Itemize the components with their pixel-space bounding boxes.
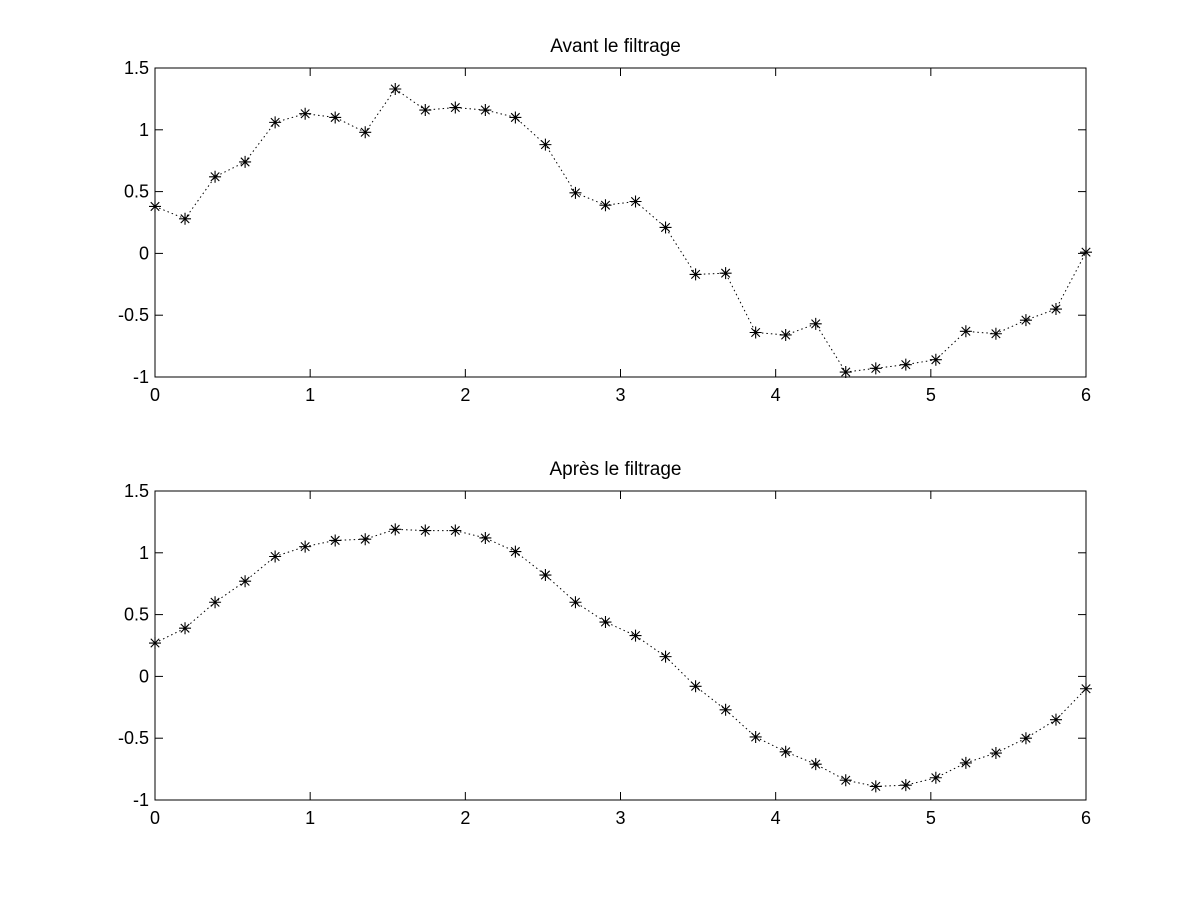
data-point-marker <box>239 575 252 588</box>
x-tick-label: 5 <box>926 808 936 828</box>
data-point-marker <box>1080 246 1092 259</box>
data-point-marker <box>809 317 822 330</box>
data-point-marker <box>269 550 282 563</box>
series-line <box>154 528 1087 787</box>
data-point-marker <box>719 703 732 716</box>
data-point-marker <box>479 104 492 117</box>
y-tick-label: 1.5 <box>124 58 149 78</box>
data-point-marker <box>209 596 222 609</box>
data-point-marker <box>869 780 882 793</box>
data-point-marker <box>179 622 192 635</box>
data-point-marker <box>929 353 942 366</box>
x-tick-label: 6 <box>1081 808 1091 828</box>
x-tick-label: 0 <box>150 385 160 405</box>
data-point-marker <box>179 212 192 225</box>
x-tick-label: 3 <box>615 808 625 828</box>
y-tick-label: 1 <box>139 543 149 563</box>
data-point-marker <box>539 138 552 151</box>
x-tick-label: 1 <box>305 808 315 828</box>
subplot-title: Après le filtrage <box>549 459 681 480</box>
axes-frame <box>154 67 1087 378</box>
data-point-marker <box>299 107 312 120</box>
data-point-marker <box>299 540 312 553</box>
y-tick-label: 0 <box>139 666 149 686</box>
subplot-before-filtering: Avant le filtrage 0 1 2 3 4 5 6 -1 -0.5 0 0.5 1 1.5 <box>118 36 1092 405</box>
data-point-marker <box>389 523 402 536</box>
data-point-marker <box>239 155 252 168</box>
data-point-marker <box>1019 314 1032 327</box>
y-tick-label: 1 <box>139 120 149 140</box>
data-point-marker <box>629 195 642 208</box>
data-point-marker <box>329 534 342 547</box>
data-point-marker <box>749 730 762 743</box>
y-tick-label: 1.5 <box>124 481 149 501</box>
data-point-marker <box>779 745 792 758</box>
x-tick-label: 2 <box>460 808 470 828</box>
data-point-marker <box>1019 732 1032 745</box>
data-point-marker <box>1049 713 1062 726</box>
data-point-marker <box>359 126 372 139</box>
data-point-marker <box>509 545 522 558</box>
data-point-marker <box>749 326 762 339</box>
data-point-marker <box>899 779 912 792</box>
data-point-marker <box>719 267 732 280</box>
data-point-marker <box>779 328 792 341</box>
data-point-marker <box>149 200 161 213</box>
data-point-marker <box>539 569 552 582</box>
data-point-marker <box>959 756 972 769</box>
data-point-marker <box>389 83 402 96</box>
data-point-marker <box>359 533 372 546</box>
data-point-marker <box>419 524 432 537</box>
data-point-marker <box>629 629 642 642</box>
data-point-marker <box>449 524 462 537</box>
data-point-marker <box>959 325 972 338</box>
x-tick-label: 4 <box>771 808 781 828</box>
data-point-marker <box>419 104 432 117</box>
data-point-marker <box>899 358 912 371</box>
series-line <box>154 88 1087 373</box>
x-tick-label: 1 <box>305 385 315 405</box>
y-tick-label: 0 <box>139 243 149 263</box>
data-point-marker <box>659 221 672 234</box>
data-point-marker <box>329 111 342 124</box>
data-point-marker <box>659 650 672 663</box>
x-tick-label: 2 <box>460 385 470 405</box>
data-point-marker <box>149 637 161 650</box>
data-point-marker <box>989 747 1002 760</box>
y-tick-label: -1 <box>133 790 149 810</box>
data-point-marker <box>839 774 852 787</box>
data-point-marker <box>449 101 462 114</box>
data-point-marker <box>929 771 942 784</box>
data-point-marker <box>209 170 222 183</box>
data-point-marker <box>809 758 822 771</box>
data-point-marker <box>839 366 852 379</box>
y-tick-label: 0.5 <box>124 605 149 625</box>
data-point-marker <box>1049 303 1062 316</box>
x-tick-label: 4 <box>771 385 781 405</box>
y-tick-label: -0.5 <box>118 305 149 325</box>
x-tick-label: 0 <box>150 808 160 828</box>
subplot-title: Avant le filtrage <box>550 36 681 57</box>
axes-frame <box>154 490 1087 801</box>
x-tick-label: 6 <box>1081 385 1091 405</box>
data-point-marker <box>689 680 702 693</box>
data-point-marker <box>479 531 492 544</box>
data-point-marker <box>989 327 1002 340</box>
data-point-marker <box>869 362 882 375</box>
data-point-marker <box>509 111 522 124</box>
data-point-marker <box>569 186 582 199</box>
y-tick-label: -0.5 <box>118 728 149 748</box>
y-tick-label: 0.5 <box>124 182 149 202</box>
data-point-marker <box>689 268 702 281</box>
y-tick-label: -1 <box>133 367 149 387</box>
data-point-marker <box>1080 682 1092 695</box>
x-tick-label: 3 <box>615 385 625 405</box>
data-point-marker <box>569 596 582 609</box>
data-point-marker <box>599 616 612 629</box>
data-point-marker <box>269 116 282 129</box>
x-tick-label: 5 <box>926 385 936 405</box>
data-point-marker <box>599 199 612 212</box>
subplot-after-filtering: Après le filtrage 0 1 2 3 4 5 6 -1 -0.5 0 0.5 1 1.5 <box>118 459 1092 828</box>
